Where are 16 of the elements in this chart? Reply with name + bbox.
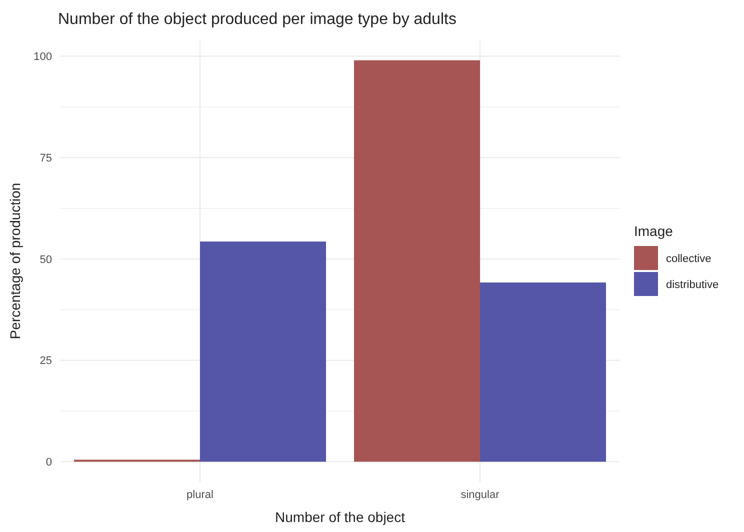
y-tick-label: 25	[40, 355, 52, 368]
bar	[200, 242, 326, 462]
legend-label: collective	[666, 252, 712, 265]
legend-label: distributive	[666, 278, 719, 291]
bar	[354, 60, 480, 462]
bar	[480, 282, 606, 462]
x-tick-label: singular	[460, 489, 500, 501]
x-tick-label: plural	[186, 489, 214, 501]
y-axis-title: Percentage of production	[7, 182, 23, 340]
y-tick-label: 100	[34, 51, 52, 64]
legend-title: Image	[634, 223, 674, 239]
y-tick-label: 0	[46, 456, 52, 469]
y-tick-label: 75	[40, 152, 52, 164]
y-tick-label: 50	[40, 254, 52, 266]
chart-title: Number of the object produced per image type by adults	[58, 11, 456, 28]
x-axis-title: Number of the object	[275, 509, 406, 525]
